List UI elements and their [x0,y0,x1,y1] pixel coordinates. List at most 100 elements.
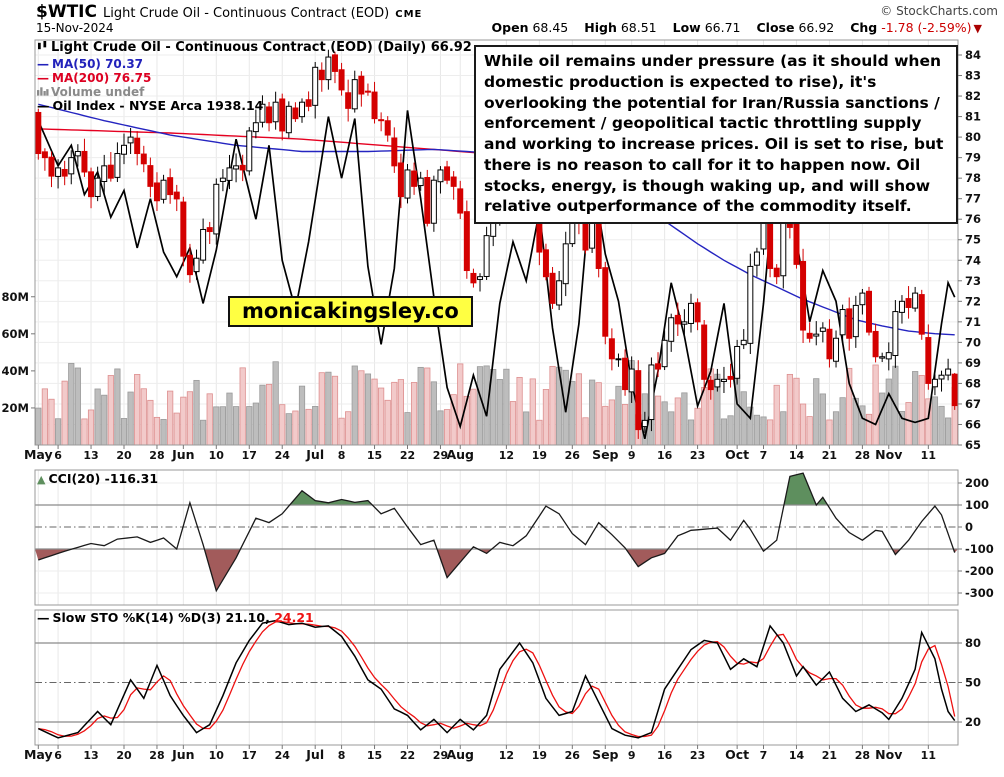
svg-text:10: 10 [209,749,225,762]
svg-text:7: 7 [760,449,768,462]
svg-text:11: 11 [921,749,936,762]
open-label: Open [491,20,529,35]
svg-text:21: 21 [822,449,837,462]
svg-text:17: 17 [242,749,257,762]
svg-text:14: 14 [789,449,805,462]
svg-text:100: 100 [965,498,989,512]
svg-text:40M: 40M [2,364,29,378]
svg-text:9: 9 [628,749,636,762]
svg-text:20: 20 [965,715,981,729]
svg-text:67: 67 [965,397,981,411]
svg-text:-100: -100 [965,542,994,556]
sto-k-line [37,619,956,739]
svg-text:81: 81 [965,110,981,124]
svg-text:77: 77 [965,192,981,206]
symbol: $WTIC [36,2,97,22]
cci-line [38,472,956,593]
svg-text:14: 14 [789,749,805,762]
svg-text:28: 28 [855,449,870,462]
svg-text:76: 76 [965,212,981,226]
svg-text:21: 21 [822,749,837,762]
svg-text:Jul: Jul [305,447,324,462]
svg-text:6: 6 [54,449,62,462]
legend-volume: Volume undef [37,85,144,99]
ma200-line-icon: — [37,71,49,85]
watermark-label: monicakingsley.co [228,296,473,327]
svg-text:16: 16 [657,449,673,462]
axis-labels: 8483828180797877767574737271706968676665… [2,48,994,762]
svg-text:23: 23 [690,749,705,762]
exchange-label: CME [395,9,423,20]
svg-text:20M: 20M [2,401,29,415]
svg-text:200: 200 [965,476,989,490]
header-title-line: $WTIC Light Crude Oil - Continuous Contra… [36,2,422,22]
svg-text:Nov: Nov [875,747,902,762]
svg-text:16: 16 [657,749,673,762]
svg-text:24: 24 [275,449,291,462]
svg-text:75: 75 [965,233,981,247]
svg-text:80M: 80M [2,290,29,304]
low-label: Low [672,20,701,35]
svg-text:20: 20 [116,449,132,462]
svg-text:8: 8 [338,449,346,462]
svg-text:Nov: Nov [875,447,902,462]
panel-frame [34,469,959,606]
svg-text:17: 17 [242,449,257,462]
svg-text:80: 80 [965,130,981,144]
legend-main: Light Crude Oil - Continuous Contract (E… [37,41,472,55]
svg-text:28: 28 [149,449,164,462]
svg-text:29: 29 [433,449,448,462]
svg-text:9: 9 [628,449,636,462]
svg-text:Oct: Oct [725,447,749,462]
volume-bars-icon [37,87,49,96]
svg-text:-300: -300 [965,586,994,600]
legend-cci: ▲ CCI(20) -116.31 [37,471,159,487]
sto-d-value: 24.21 [274,610,314,625]
legend-ma200: — MA(200) 76.75 [37,71,152,85]
svg-text:26: 26 [565,449,581,462]
open-value: 68.45 [532,20,569,35]
svg-text:84: 84 [965,48,981,62]
svg-text:15: 15 [367,749,382,762]
candlestick-icon [38,41,47,50]
svg-text:Aug: Aug [446,747,474,762]
ma50-line-icon: — [37,57,49,71]
svg-text:10: 10 [209,449,225,462]
chart-canvas: 84 83 82 81 80 79 78 77 76 75 74 73 72 71 70 69 68 67 66 65… [0,38,1004,773]
svg-text:70: 70 [965,335,981,349]
candles [35,49,958,439]
chart-header: $WTIC Light Crude Oil - Continuous Contra… [0,0,1004,38]
svg-text:May: May [24,447,53,462]
legend-ma50: — MA(50) 70.37 [37,57,144,71]
svg-text:22: 22 [400,449,415,462]
svg-text:71: 71 [965,315,981,329]
svg-text:66: 66 [965,417,981,431]
sto-line-icon: — [37,610,50,625]
high-label: High [584,20,617,35]
volume-bars [35,360,958,446]
svg-text:22: 22 [400,749,415,762]
svg-text:20: 20 [116,749,132,762]
svg-text:Oct: Oct [725,747,749,762]
svg-text:19: 19 [532,449,547,462]
chg-down-triangle-icon[interactable]: ▼ [973,22,982,35]
chg-value: -1.78 (-2.59%) [881,20,972,35]
svg-text:74: 74 [965,253,981,267]
svg-text:79: 79 [965,151,981,165]
svg-text:12: 12 [499,749,514,762]
svg-text:Jul: Jul [305,747,324,762]
svg-text:Jun: Jun [171,447,194,462]
svg-text:82: 82 [965,89,981,103]
svg-text:26: 26 [565,749,581,762]
chart-date: 15-Nov-2024 [36,21,114,35]
svg-text:73: 73 [965,274,981,288]
svg-text:78: 78 [965,171,981,185]
svg-text:11: 11 [921,449,936,462]
panel-frame [34,39,959,446]
svg-text:24: 24 [275,749,291,762]
stockcharts-copyright: © StockCharts.com [880,4,998,18]
annotation-box: While oil remains under pressure (as it … [474,45,958,225]
svg-text:50: 50 [965,676,981,690]
close-value: 66.92 [798,20,835,35]
